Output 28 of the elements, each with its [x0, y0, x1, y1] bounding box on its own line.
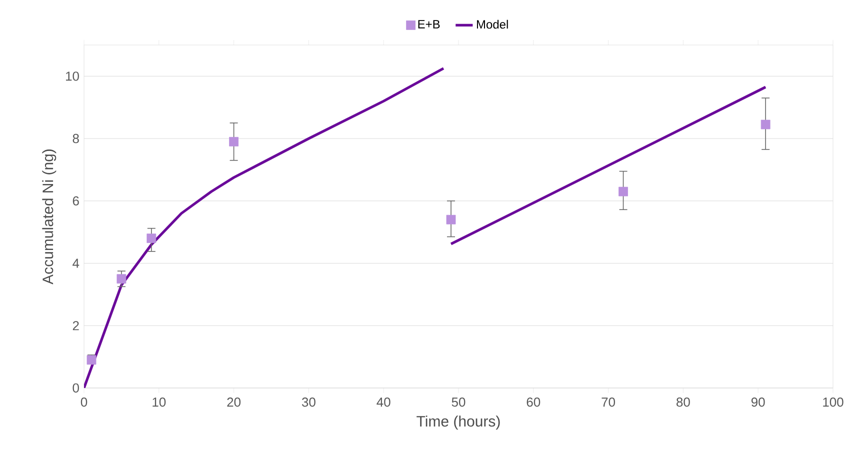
- legend-label: E+B: [418, 20, 440, 28]
- point: [146, 234, 156, 244]
- x-tick-label: 50: [452, 398, 466, 407]
- y-tick-label: 6: [72, 196, 79, 206]
- x-tick-label: 60: [526, 398, 540, 407]
- x-tick-label: 0: [80, 398, 88, 407]
- x-tick-label: 20: [227, 398, 241, 407]
- point: [446, 214, 456, 224]
- y-tick-label: 8: [72, 134, 79, 144]
- y-tick-label: 4: [72, 258, 80, 268]
- x-tick-label: 10: [152, 398, 166, 407]
- y-tick-label: 10: [66, 72, 79, 81]
- y-axis-title: Accumulated Ni (ng): [42, 150, 56, 284]
- x-tick-label: 90: [751, 398, 765, 407]
- x-tick-label: 40: [376, 398, 390, 407]
- point: [86, 355, 96, 365]
- point: [760, 120, 770, 130]
- x-tick-label: 30: [302, 398, 316, 407]
- y-tick-label: 2: [72, 321, 79, 330]
- x-tick-label: 80: [676, 398, 690, 407]
- legend-label: Model: [476, 20, 508, 29]
- point: [116, 274, 126, 284]
- x-tick-label: 70: [602, 398, 616, 407]
- x-tick-label: 100: [823, 398, 844, 407]
- x-axis-title: Time (hours): [416, 416, 500, 430]
- y-tick-label: 0: [72, 383, 79, 393]
- point: [229, 136, 239, 146]
- point: [618, 186, 628, 196]
